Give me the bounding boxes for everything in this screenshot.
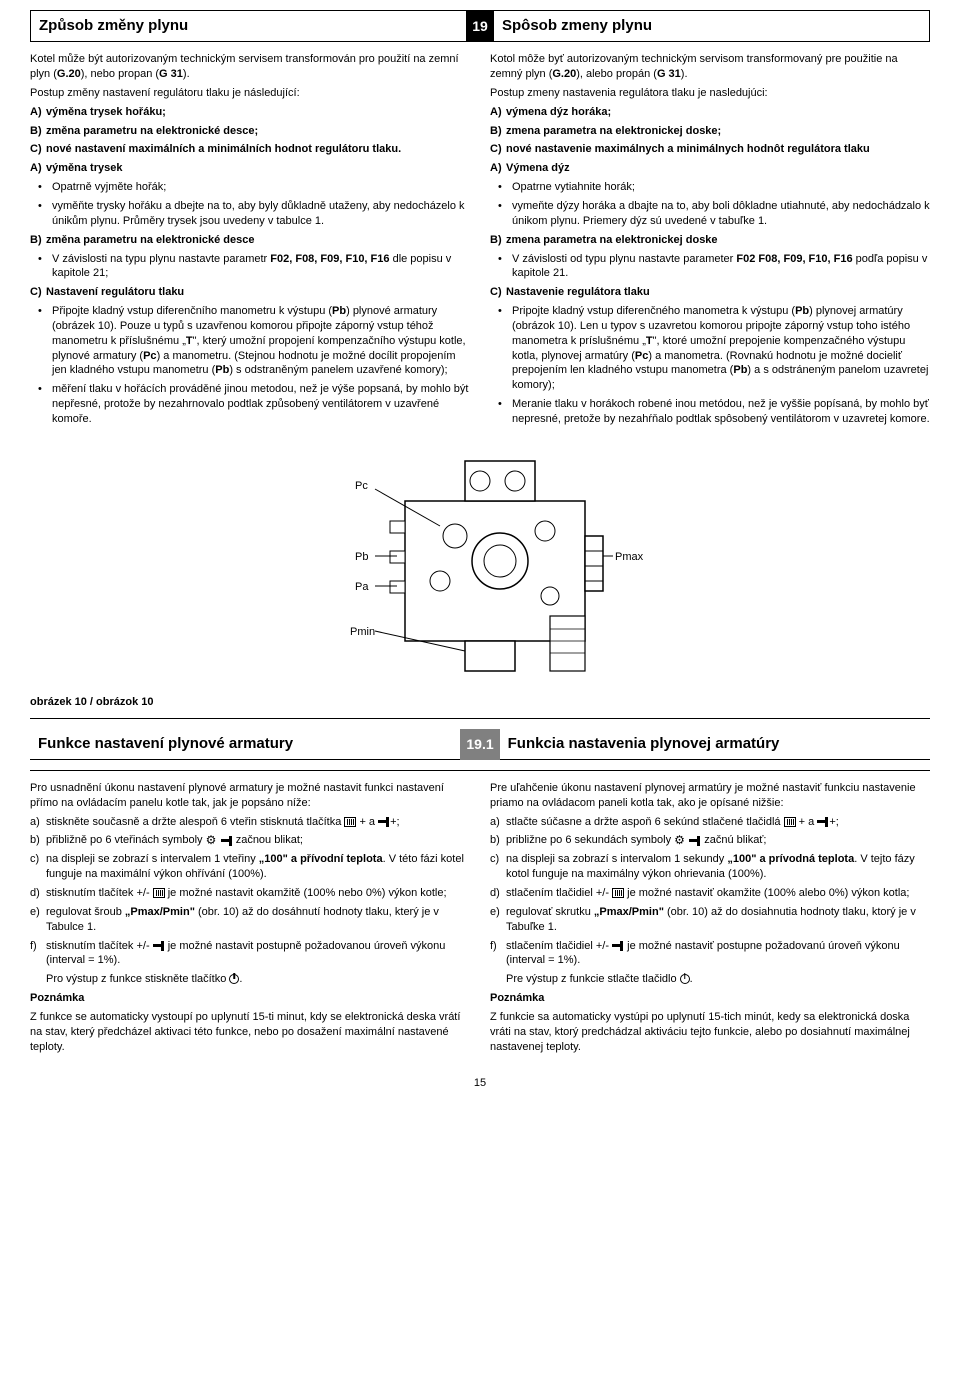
radiator-icon-r xyxy=(784,817,796,827)
section-19-1-title-left: Funkce nastavení plynové armatury xyxy=(38,734,293,754)
B-head-left: B)změna parametru na elektronické desce xyxy=(30,233,470,248)
A-head-right: A)Výmena dýz xyxy=(490,161,930,176)
faucet-icon xyxy=(378,817,390,827)
intro-right: Kotol môže byť autorizovaným technickým … xyxy=(490,52,930,82)
item-A: A)výměna trysek hořáku; xyxy=(30,105,470,120)
faucet-icon-r2 xyxy=(689,836,701,846)
C-b2-left: měření tlaku v hořácích prováděné jinou … xyxy=(30,382,470,427)
item-C-r: C)nové nastavenie maximálnych a minimáln… xyxy=(490,142,930,157)
faucet-icon-2 xyxy=(221,836,233,846)
step-e-right: e)regulovať skrutku „Pmax/Pmin" (obr. 10… xyxy=(490,905,930,935)
item-C: C)nové nastavení maximálních a minimální… xyxy=(30,142,470,157)
B-b1-right: V závislosti od typu plynu nastavte para… xyxy=(490,252,930,282)
step-c-left: c)na displeji se zobrazí s intervalem 1 … xyxy=(30,852,470,882)
C-head-right: C)Nastavenie regulátora tlaku xyxy=(490,285,930,300)
radiator-icon-r2 xyxy=(612,888,624,898)
step-f-right: f)stlačením tlačidiel +/- je možné nasta… xyxy=(490,939,930,969)
A-b1-left: Opatrně vyjměte hořák; xyxy=(30,180,470,195)
section-19-1-header: Funkce nastavení plynové armatury 19.1 F… xyxy=(30,729,930,760)
section-19-1-number: 19.1 xyxy=(460,729,499,760)
step-f-left: f)stisknutím tlačítek +/- je možné nasta… xyxy=(30,939,470,969)
section-19-1-title-right: Funkcia nastavenia plynovej armatúry xyxy=(508,734,780,754)
label-pc: Pc xyxy=(355,480,368,492)
note-right: Z funkcie sa automaticky vystúpi po uply… xyxy=(490,1010,930,1055)
power-icon xyxy=(229,974,239,984)
wrench-icon-r xyxy=(674,836,686,846)
item-B-r: B)zmena parametra na elektronickej doske… xyxy=(490,124,930,139)
label-pmin: Pmin xyxy=(350,626,375,638)
figure-10-diagram: Pc Pb Pa Pmin Pmax xyxy=(30,441,930,691)
C-b1-right: Pripojte kladný vstup diferenčného manom… xyxy=(490,304,930,393)
item-B: B)změna parametru na elektronické desce; xyxy=(30,124,470,139)
A-head-left: A)výměna trysek xyxy=(30,161,470,176)
intro2-left: Postup změny nastavení regulátoru tlaku … xyxy=(30,86,470,101)
intro-right-191: Pre uľahčenie úkonu nastavení plynovej a… xyxy=(490,781,930,811)
step-d-right: d)stlačením tlačidiel +/- je možné nasta… xyxy=(490,886,930,901)
figure-10-caption: obrázek 10 / obrázok 10 xyxy=(30,695,930,710)
faucet-icon-3 xyxy=(153,941,165,951)
A-b2-right: vymeňte dýzy horáka a dbajte na to, aby … xyxy=(490,199,930,229)
radiator-icon xyxy=(344,817,356,827)
divider xyxy=(30,718,930,719)
step-c-right: c)na displeji sa zobrazí s intervalom 1 … xyxy=(490,852,930,882)
C-b2-right: Meranie tlaku v horákoch robené inou met… xyxy=(490,397,930,427)
faucet-icon-r xyxy=(817,817,829,827)
A-b1-right: Opatrne vytiahnite horák; xyxy=(490,180,930,195)
A-b2-left: vyměňte trysky hořáku a dbejte na to, ab… xyxy=(30,199,470,229)
intro2-right: Postup zmeny nastavenia regulátora tlaku… xyxy=(490,86,930,101)
label-pa: Pa xyxy=(355,581,369,593)
note-head-right: Poznámka xyxy=(490,991,930,1006)
section-19-number: 19 xyxy=(466,11,494,41)
intro-left: Kotel může být autorizovaným technickým … xyxy=(30,52,470,82)
step-b-right: b)približne po 6 sekundách symboly začnú… xyxy=(490,833,930,848)
B-b1-left: V závislosti na typu plynu nastavte para… xyxy=(30,252,470,282)
note-head-left: Poznámka xyxy=(30,991,470,1006)
label-pb: Pb xyxy=(355,551,368,563)
section-19-body: Kotel může být autorizovaným technickým … xyxy=(30,52,930,431)
page-number: 15 xyxy=(30,1076,930,1091)
B-head-right: B)zmena parametra na elektronickej doske xyxy=(490,233,930,248)
label-pmax: Pmax xyxy=(615,551,644,563)
section-19-1-body: Pro usnadnění úkonu nastavení plynové ar… xyxy=(30,781,930,1059)
radiator-icon-2 xyxy=(153,888,165,898)
section-19-title-right: Spôsob zmeny plynu xyxy=(502,16,652,36)
intro-left-191: Pro usnadnění úkonu nastavení plynové ar… xyxy=(30,781,470,811)
faucet-icon-r3 xyxy=(612,941,624,951)
step-e-left: e)regulovat šroub „Pmax/Pmin" (obr. 10) … xyxy=(30,905,470,935)
divider-2 xyxy=(30,770,930,771)
step-a-left: a)stiskněte současně a držte alespoň 6 v… xyxy=(30,815,470,830)
C-head-left: C)Nastavení regulátoru tlaku xyxy=(30,285,470,300)
section-19-1-left-col: Pro usnadnění úkonu nastavení plynové ar… xyxy=(30,781,470,1059)
section-19-right-col: Kotol môže byť autorizovaným technickým … xyxy=(490,52,930,431)
step-f3-left: Pro výstup z funkce stiskněte tlačítko . xyxy=(30,972,470,987)
step-f3-right: Pre výstup z funkcie stlačte tlačidlo . xyxy=(490,972,930,987)
step-d-left: d)stisknutím tlačítek +/- je možné nasta… xyxy=(30,886,470,901)
power-icon-r xyxy=(680,974,690,984)
section-19-title-left: Způsob změny plynu xyxy=(39,16,188,36)
section-19-header: Způsob změny plynu 19 Spôsob zmeny plynu xyxy=(30,10,930,42)
step-a-right: a)stlačte súčasne a držte aspoň 6 sekúnd… xyxy=(490,815,930,830)
C-b1-left: Připojte kladný vstup diferenčního manom… xyxy=(30,304,470,378)
item-A-r: A)výmena dýz horáka; xyxy=(490,105,930,120)
section-19-left-col: Kotel může být autorizovaným technickým … xyxy=(30,52,470,431)
wrench-icon xyxy=(206,836,218,846)
note-left: Z funkce se automaticky vystoupí po uply… xyxy=(30,1010,470,1055)
section-19-1-right-col: Pre uľahčenie úkonu nastavení plynovej a… xyxy=(490,781,930,1059)
step-b-left: b)přibližně po 6 vteřinách symboly začno… xyxy=(30,833,470,848)
